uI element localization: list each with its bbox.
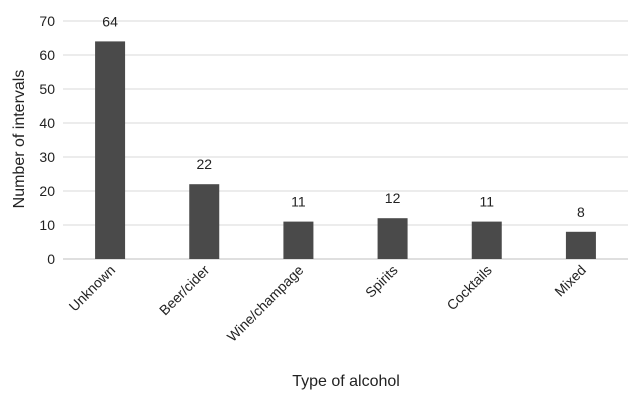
bars [95,41,596,260]
data-label: 12 [385,190,401,206]
bar-unknown [95,41,126,260]
data-label: 11 [291,194,306,210]
data-label: 8 [577,204,585,220]
bar-mixed [565,231,596,259]
x-tick-label: Beer/cider [156,262,213,319]
y-tick-label: 40 [39,115,55,131]
y-tick-label: 70 [39,13,55,29]
x-tick-label: Cocktails [443,262,494,313]
y-tick-label: 30 [39,149,55,165]
y-tick-label: 60 [39,47,55,63]
data-label: 11 [479,194,494,210]
y-tick-label: 20 [39,183,55,199]
x-tick-label: Wine/champage [224,262,307,345]
y-axis-ticks: 0 10 20 30 40 50 60 70 [39,13,55,267]
x-tick-label: Unknown [66,262,119,315]
bar-spirits [377,218,408,259]
y-tick-label: 50 [39,81,55,97]
data-labels: 64 22 11 12 11 8 [102,13,585,219]
y-axis-title: Number of intervals [11,70,28,209]
x-tick-label: Mixed [551,262,589,300]
bar-beer-cider [189,184,220,259]
x-axis-title: Type of alcohol [292,373,400,390]
y-tick-label: 10 [39,217,55,233]
y-tick-label: 0 [47,251,55,267]
gridlines [63,20,628,260]
data-label: 22 [196,156,212,172]
x-tick-label: Spirits [362,262,401,301]
bar-wine-champage [283,221,314,259]
x-axis-ticks: Unknown Beer/cider Wine/champage Spirits Coc… [66,262,589,345]
data-label: 64 [102,13,118,29]
bar-cocktails [471,221,502,259]
